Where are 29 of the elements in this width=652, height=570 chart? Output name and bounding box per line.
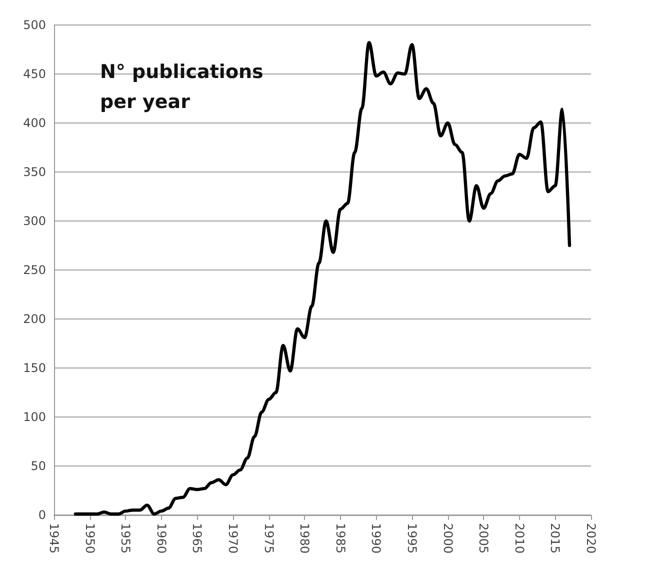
y-tick-label: 500 bbox=[23, 18, 46, 32]
x-tick-label: 2015 bbox=[548, 523, 562, 554]
y-tick-label: 50 bbox=[30, 459, 46, 473]
x-tick-label: 1985 bbox=[333, 523, 348, 554]
x-tick-label: 1980 bbox=[298, 523, 312, 554]
x-tick-label: 2020 bbox=[584, 523, 598, 554]
x-tick-label: 1990 bbox=[369, 523, 384, 554]
y-tick-label: 400 bbox=[23, 116, 46, 130]
y-tick-label: 350 bbox=[23, 165, 46, 179]
x-tick-label: 2005 bbox=[476, 523, 491, 554]
x-tick-label: 1945 bbox=[47, 523, 61, 554]
x-tick-label: 1975 bbox=[262, 523, 276, 554]
y-tick-label: 0 bbox=[38, 508, 46, 522]
x-tick-label: 1955 bbox=[118, 523, 133, 554]
y-tick-label: 450 bbox=[23, 67, 46, 81]
x-tick-label: 2000 bbox=[440, 523, 455, 554]
text: N° publications per year bbox=[100, 61, 270, 113]
y-tick-label: 150 bbox=[23, 361, 46, 375]
x-tick-label: 1950 bbox=[82, 523, 97, 554]
y-tick-label: 300 bbox=[23, 214, 46, 228]
x-tick-label: 1965 bbox=[190, 523, 204, 554]
x-tick-label: 2010 bbox=[512, 523, 526, 554]
y-tick-label: 100 bbox=[23, 410, 46, 424]
line-series bbox=[74, 41, 572, 516]
y-tick-label: 250 bbox=[23, 263, 46, 277]
y-tick-label: 200 bbox=[23, 312, 46, 326]
x-tick-label: 1995 bbox=[405, 523, 419, 554]
x-tick-label: 1970 bbox=[226, 523, 240, 554]
x-tick-label: 1960 bbox=[154, 523, 168, 554]
